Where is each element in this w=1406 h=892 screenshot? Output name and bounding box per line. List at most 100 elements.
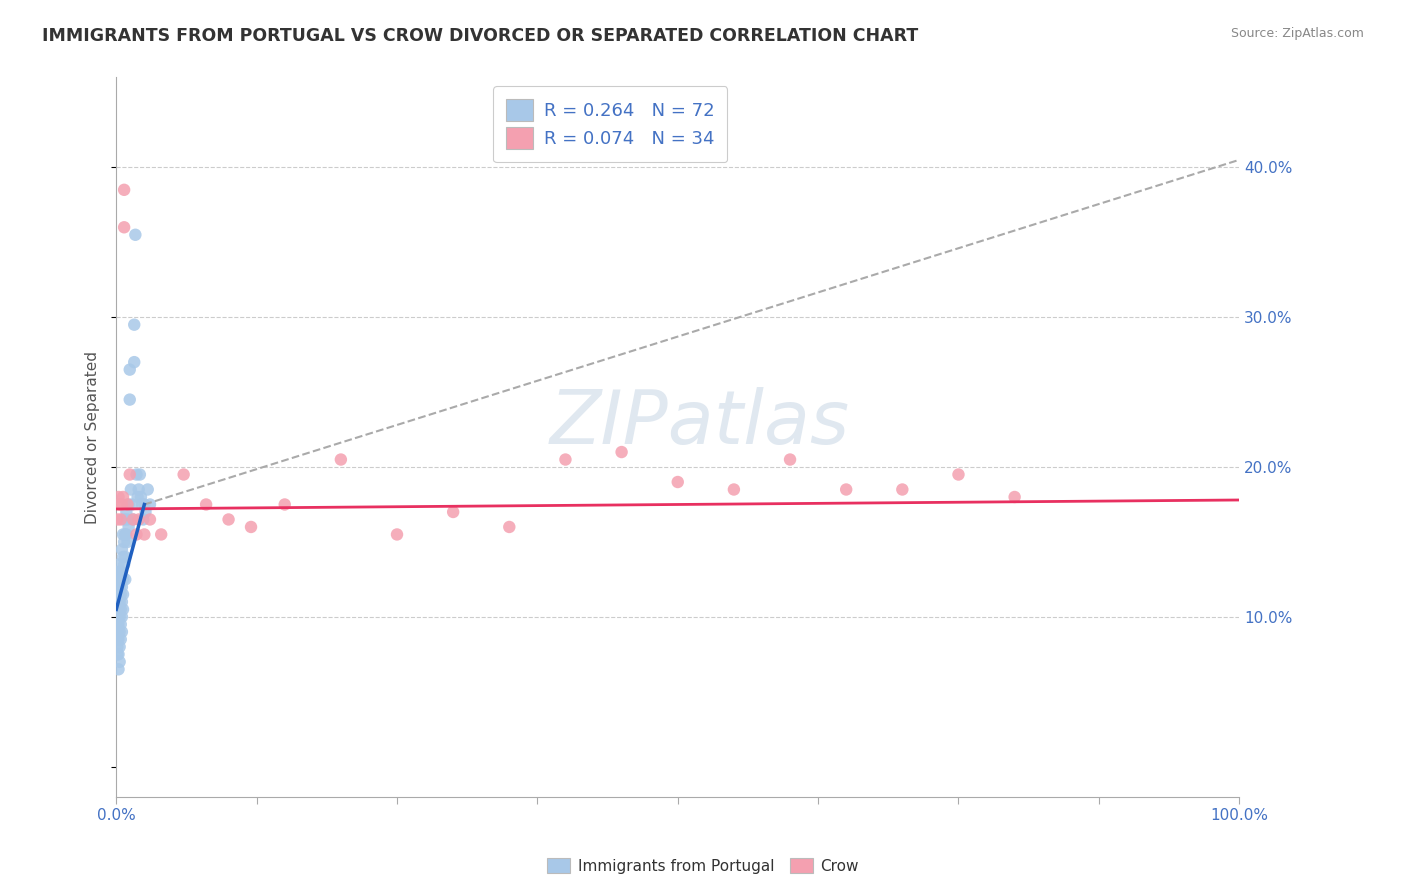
Point (385, 527, 408, 541)
Point (128, 483, 150, 497)
Point (107, 490, 129, 504)
Point (105, 632, 128, 647)
Legend: R = 0.264   N = 72, R = 0.074   N = 34: R = 0.264 N = 72, R = 0.074 N = 34 (494, 87, 727, 162)
Point (111, 610, 134, 624)
Point (107, 617, 129, 632)
Point (139, 498, 162, 512)
Point (111, 580, 134, 594)
Point (131, 498, 153, 512)
Point (110, 602, 132, 616)
Point (105, 624, 128, 639)
Point (122, 512, 145, 526)
Point (114, 573, 136, 587)
Point (110, 512, 132, 526)
Point (128, 467, 150, 482)
Point (128, 512, 150, 526)
Point (124, 227, 146, 242)
Point (111, 498, 134, 512)
Point (120, 483, 142, 497)
Text: ZIPatlas: ZIPatlas (550, 386, 851, 458)
Point (112, 535, 135, 549)
Point (127, 490, 149, 504)
Point (125, 467, 148, 482)
Point (948, 467, 970, 482)
Point (835, 483, 858, 497)
Text: IMMIGRANTS FROM PORTUGAL VS CROW DIVORCED OR SEPARATED CORRELATION CHART: IMMIGRANTS FROM PORTUGAL VS CROW DIVORCE… (42, 27, 918, 45)
Point (105, 640, 128, 654)
Point (108, 595, 131, 609)
Point (105, 602, 128, 616)
Point (134, 527, 156, 541)
Point (107, 662, 129, 676)
Point (105, 595, 128, 609)
Point (111, 549, 134, 564)
Point (218, 512, 240, 526)
Point (112, 558, 135, 572)
Point (118, 362, 141, 376)
Point (108, 580, 131, 594)
Point (122, 318, 145, 332)
Point (107, 587, 129, 601)
Point (125, 527, 148, 541)
Point (132, 512, 155, 526)
Point (122, 355, 145, 369)
Point (273, 498, 295, 512)
Point (107, 632, 129, 647)
Point (108, 565, 131, 579)
Point (150, 527, 173, 541)
Point (111, 527, 134, 541)
Point (112, 183, 135, 197)
Point (108, 655, 131, 669)
Point (105, 610, 128, 624)
Point (108, 640, 131, 654)
Point (117, 498, 139, 512)
Point (110, 587, 132, 601)
Point (610, 445, 633, 459)
Point (105, 565, 128, 579)
Point (105, 580, 128, 594)
Point (111, 573, 134, 587)
Point (329, 452, 352, 467)
Point (240, 520, 263, 534)
Point (110, 632, 132, 647)
Legend: Immigrants from Portugal, Crow: Immigrants from Portugal, Crow (541, 852, 865, 880)
Point (118, 467, 141, 482)
Point (136, 483, 159, 497)
Point (105, 512, 128, 526)
Point (110, 573, 132, 587)
Point (779, 452, 801, 467)
Point (554, 452, 576, 467)
Point (111, 624, 134, 639)
Point (498, 520, 520, 534)
Point (891, 483, 914, 497)
Point (117, 535, 139, 549)
Point (111, 595, 134, 609)
Point (108, 610, 131, 624)
Point (195, 498, 218, 512)
Point (117, 520, 139, 534)
Point (1004, 490, 1026, 504)
Point (441, 505, 464, 519)
Point (117, 512, 139, 526)
Point (122, 512, 145, 526)
Point (112, 512, 135, 526)
Point (110, 617, 132, 632)
Point (111, 565, 134, 579)
Point (108, 624, 131, 639)
Point (139, 512, 162, 526)
Point (129, 490, 152, 504)
Point (107, 602, 129, 616)
Point (111, 587, 134, 601)
Point (105, 617, 128, 632)
Point (111, 602, 134, 616)
Point (105, 648, 128, 662)
Point (114, 527, 136, 541)
Point (107, 558, 129, 572)
Point (111, 490, 134, 504)
Point (115, 527, 138, 541)
Point (111, 542, 134, 557)
Point (112, 220, 135, 235)
Point (134, 505, 156, 519)
Point (118, 392, 141, 407)
Y-axis label: Divorced or Separated: Divorced or Separated (86, 351, 100, 524)
